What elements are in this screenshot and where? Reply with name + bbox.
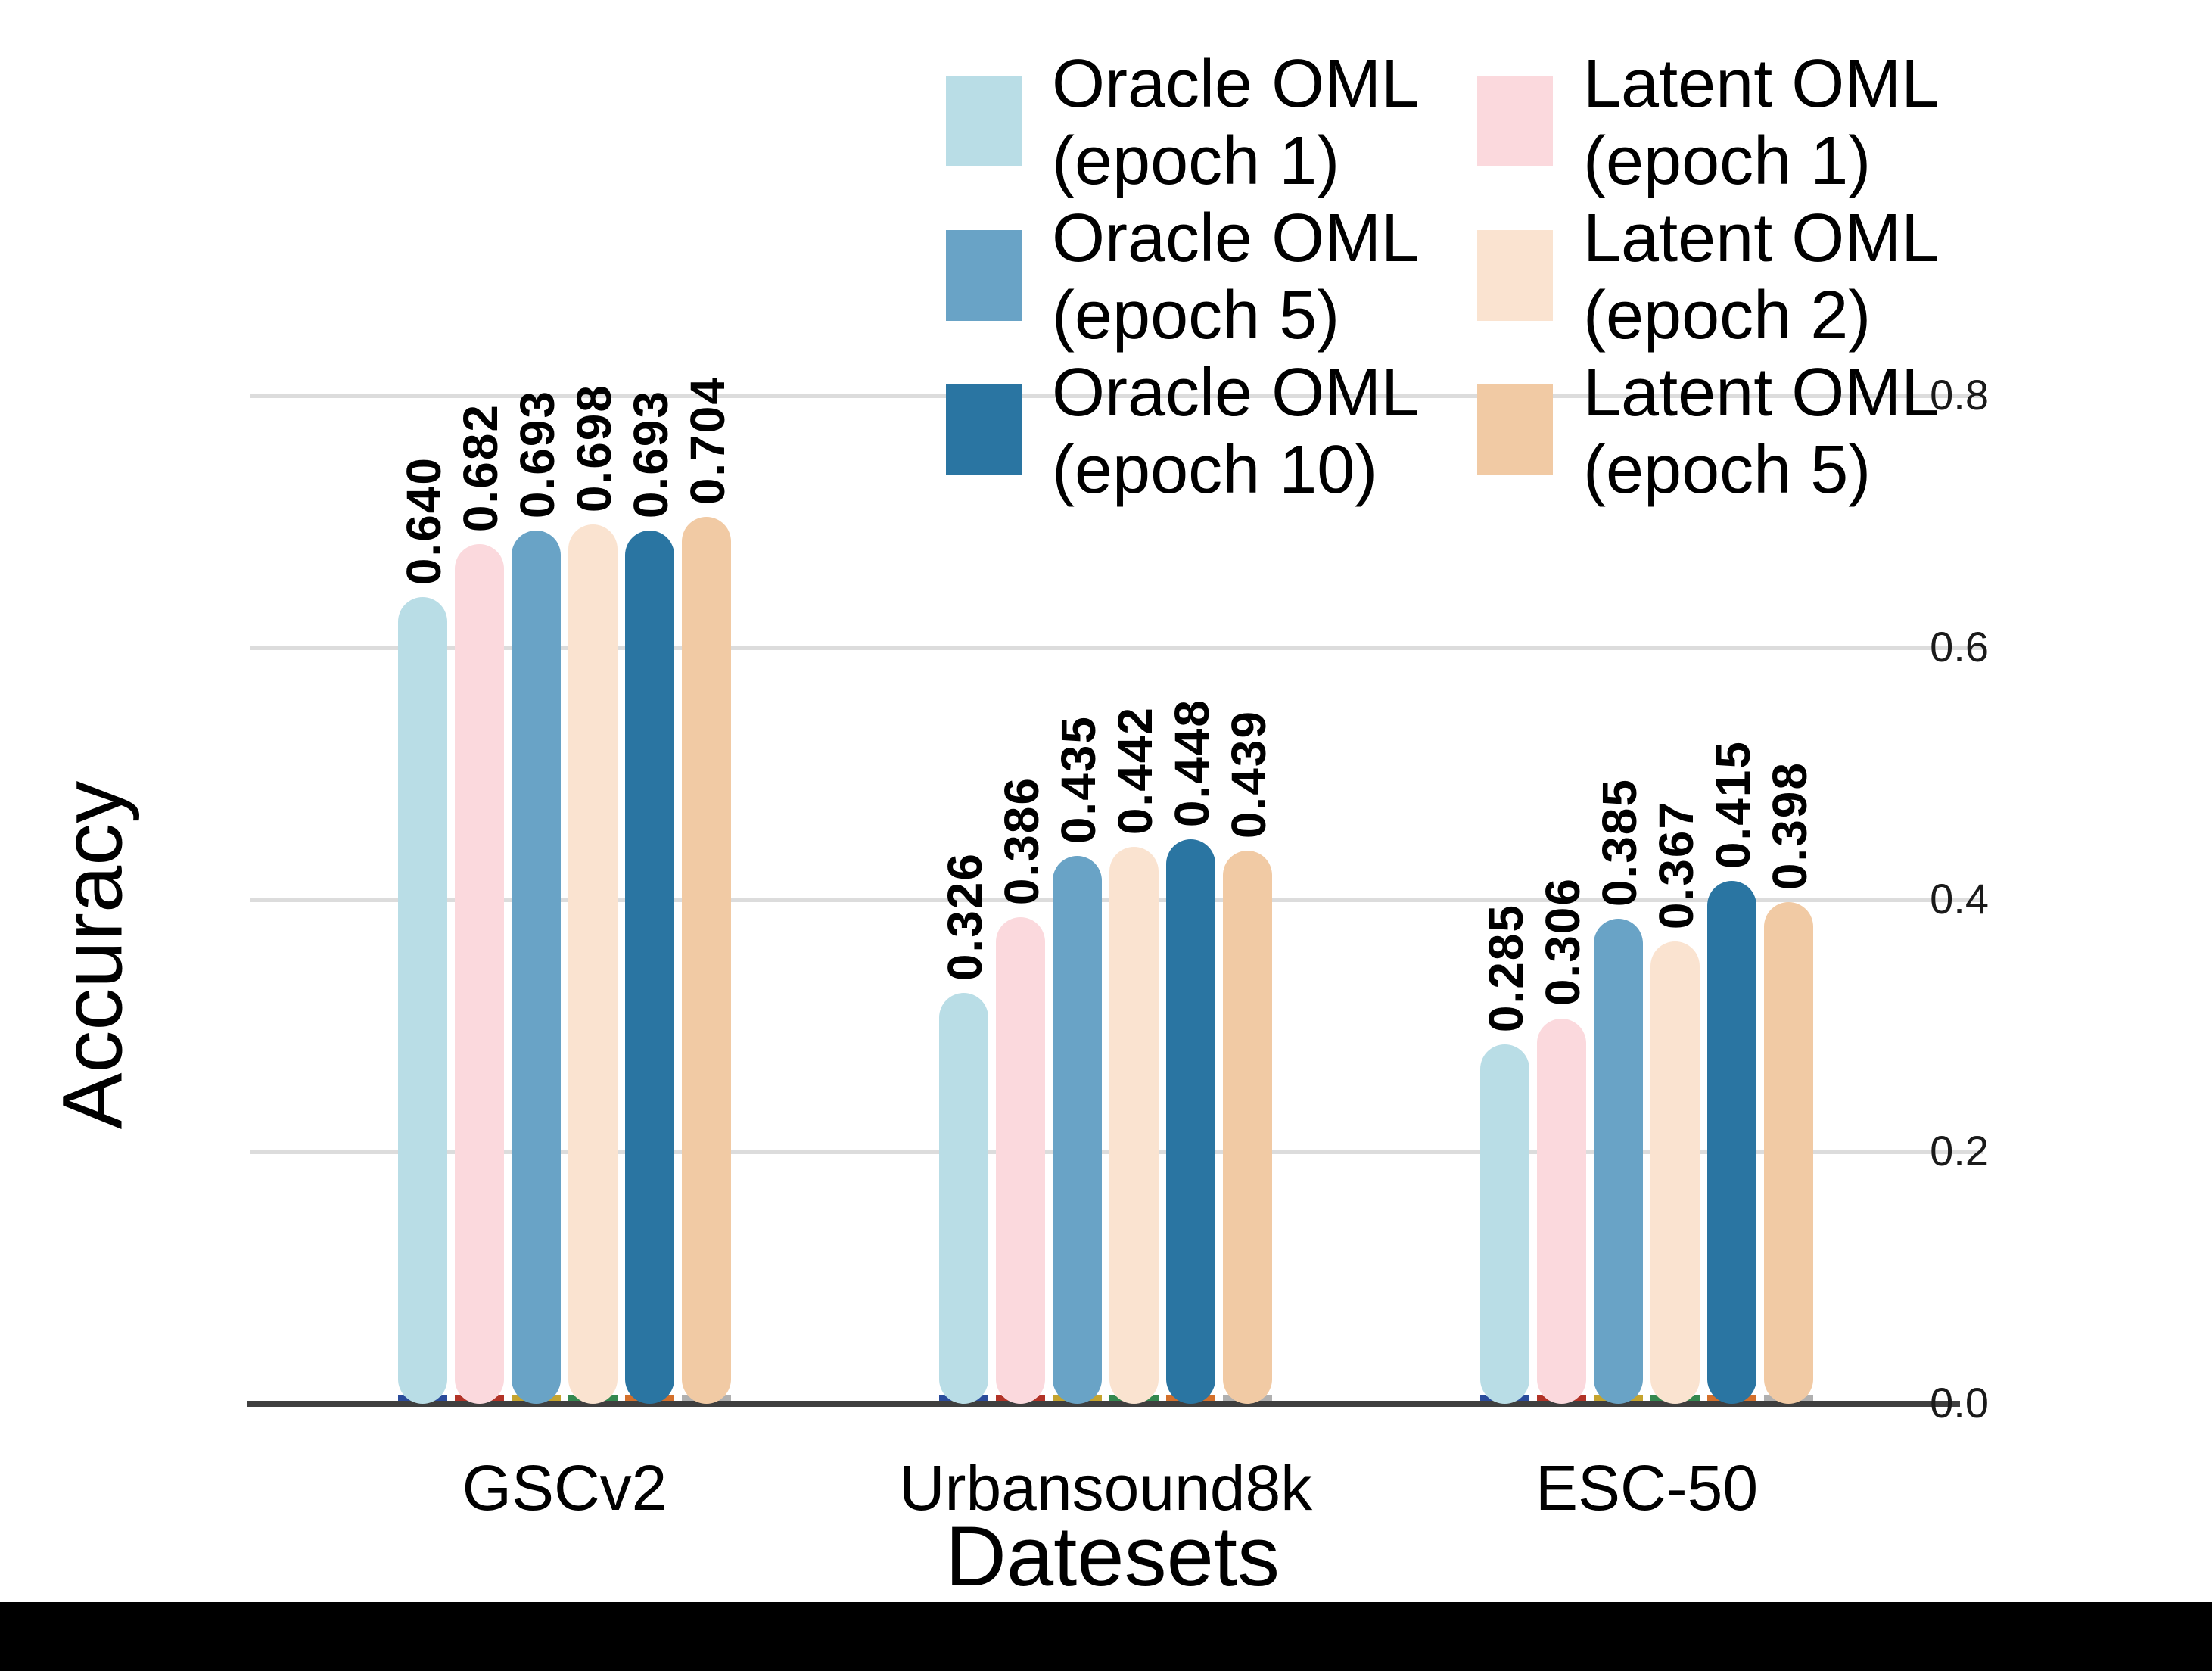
bar-value-label: 0.415 bbox=[1705, 739, 1760, 870]
bar-value-label: 0.398 bbox=[1762, 761, 1817, 891]
legend-label-latent-oml-epoch-5-: Latent OML (epoch 5) bbox=[1583, 355, 1940, 508]
legend-label-oracle-oml-epoch-10-: Oracle OML (epoch 10) bbox=[1052, 355, 1420, 508]
x-tick-label-esc-50: ESC-50 bbox=[1535, 1452, 1759, 1523]
bar-value-label: 0.682 bbox=[453, 403, 508, 533]
bar-GSCv2-oracle-oml-epoch-10- bbox=[625, 531, 674, 1404]
x-tick-label-urbansound8k: Urbansound8k bbox=[898, 1452, 1313, 1523]
y-tick-label: 0.6 bbox=[1930, 623, 1989, 671]
legend-swatch-oracle-oml-epoch-1- bbox=[946, 76, 1022, 166]
legend-swatch-latent-oml-epoch-1- bbox=[1477, 76, 1553, 166]
legend-label-oracle-oml-epoch-5-: Oracle OML (epoch 5) bbox=[1052, 201, 1420, 353]
bar-value-label: 0.326 bbox=[937, 852, 992, 982]
x-axis-label: Datesets bbox=[945, 1509, 1280, 1604]
gridline-y-0.6 bbox=[250, 646, 1983, 650]
legend-label-latent-oml-epoch-1-: Latent OML (epoch 1) bbox=[1583, 46, 1940, 199]
y-tick-label: 0.4 bbox=[1930, 875, 1989, 923]
bar-value-label: 0.385 bbox=[1591, 777, 1647, 907]
bar-value-label: 0.640 bbox=[396, 456, 451, 586]
bar-GSCv2-latent-oml-epoch-1- bbox=[455, 544, 504, 1404]
bar-ESC-50-oracle-oml-epoch-5- bbox=[1594, 918, 1643, 1404]
bar-ESC-50-oracle-oml-epoch-10- bbox=[1707, 881, 1756, 1404]
bar-value-label: 0.367 bbox=[1648, 800, 1703, 929]
bar-ESC-50-latent-oml-epoch-1- bbox=[1537, 1018, 1586, 1404]
y-axis-label: Accuracy bbox=[45, 780, 140, 1130]
bar-value-label: 0.448 bbox=[1164, 698, 1219, 828]
legend-swatch-oracle-oml-epoch-10- bbox=[946, 384, 1022, 475]
bar-value-label: 0.704 bbox=[680, 375, 735, 505]
bar-ESC-50-latent-oml-epoch-2- bbox=[1650, 941, 1700, 1404]
bar-value-label: 0.435 bbox=[1050, 714, 1106, 844]
x-axis-line bbox=[247, 1401, 1960, 1407]
bar-GSCv2-oracle-oml-epoch-5- bbox=[512, 531, 561, 1404]
y-tick-label: 0.0 bbox=[1930, 1379, 1989, 1427]
bar-value-label: 0.285 bbox=[1478, 904, 1533, 1033]
bar-value-label: 0.693 bbox=[509, 390, 565, 519]
bar-Urbansound8k-oracle-oml-epoch-5- bbox=[1053, 855, 1102, 1404]
legend-swatch-oracle-oml-epoch-5- bbox=[946, 230, 1022, 321]
gridline-y-0.8 bbox=[250, 394, 1983, 398]
legend-label-latent-oml-epoch-2-: Latent OML (epoch 2) bbox=[1583, 201, 1940, 353]
bar-value-label: 0.442 bbox=[1107, 705, 1162, 835]
bar-value-label: 0.439 bbox=[1221, 709, 1276, 839]
bar-value-label: 0.698 bbox=[566, 383, 621, 512]
x-tick-label-gscv2: GSCv2 bbox=[462, 1452, 667, 1523]
bar-value-label: 0.386 bbox=[994, 776, 1049, 906]
bar-ESC-50-oracle-oml-epoch-1- bbox=[1480, 1044, 1529, 1404]
bar-GSCv2-oracle-oml-epoch-1- bbox=[398, 597, 447, 1404]
legend-swatch-latent-oml-epoch-5- bbox=[1477, 384, 1553, 475]
bar-GSCv2-latent-oml-epoch-2- bbox=[568, 524, 618, 1404]
letterbox-band bbox=[0, 1602, 2212, 1671]
bar-value-label: 0.693 bbox=[623, 390, 678, 519]
bar-Urbansound8k-latent-oml-epoch-2- bbox=[1109, 847, 1159, 1404]
bar-GSCv2-latent-oml-epoch-5- bbox=[682, 516, 731, 1404]
y-tick-label: 0.2 bbox=[1930, 1127, 1989, 1175]
bar-value-label: 0.306 bbox=[1535, 877, 1590, 1007]
bar-Urbansound8k-latent-oml-epoch-1- bbox=[996, 917, 1045, 1404]
bar-Urbansound8k-oracle-oml-epoch-10- bbox=[1166, 839, 1215, 1404]
legend-label-oracle-oml-epoch-1-: Oracle OML (epoch 1) bbox=[1052, 46, 1420, 199]
bar-Urbansound8k-latent-oml-epoch-5- bbox=[1223, 851, 1272, 1404]
y-tick-label: 0.8 bbox=[1930, 371, 1989, 419]
legend-swatch-latent-oml-epoch-2- bbox=[1477, 230, 1553, 321]
bar-ESC-50-latent-oml-epoch-5- bbox=[1764, 902, 1813, 1404]
bar-Urbansound8k-oracle-oml-epoch-1- bbox=[939, 993, 988, 1404]
